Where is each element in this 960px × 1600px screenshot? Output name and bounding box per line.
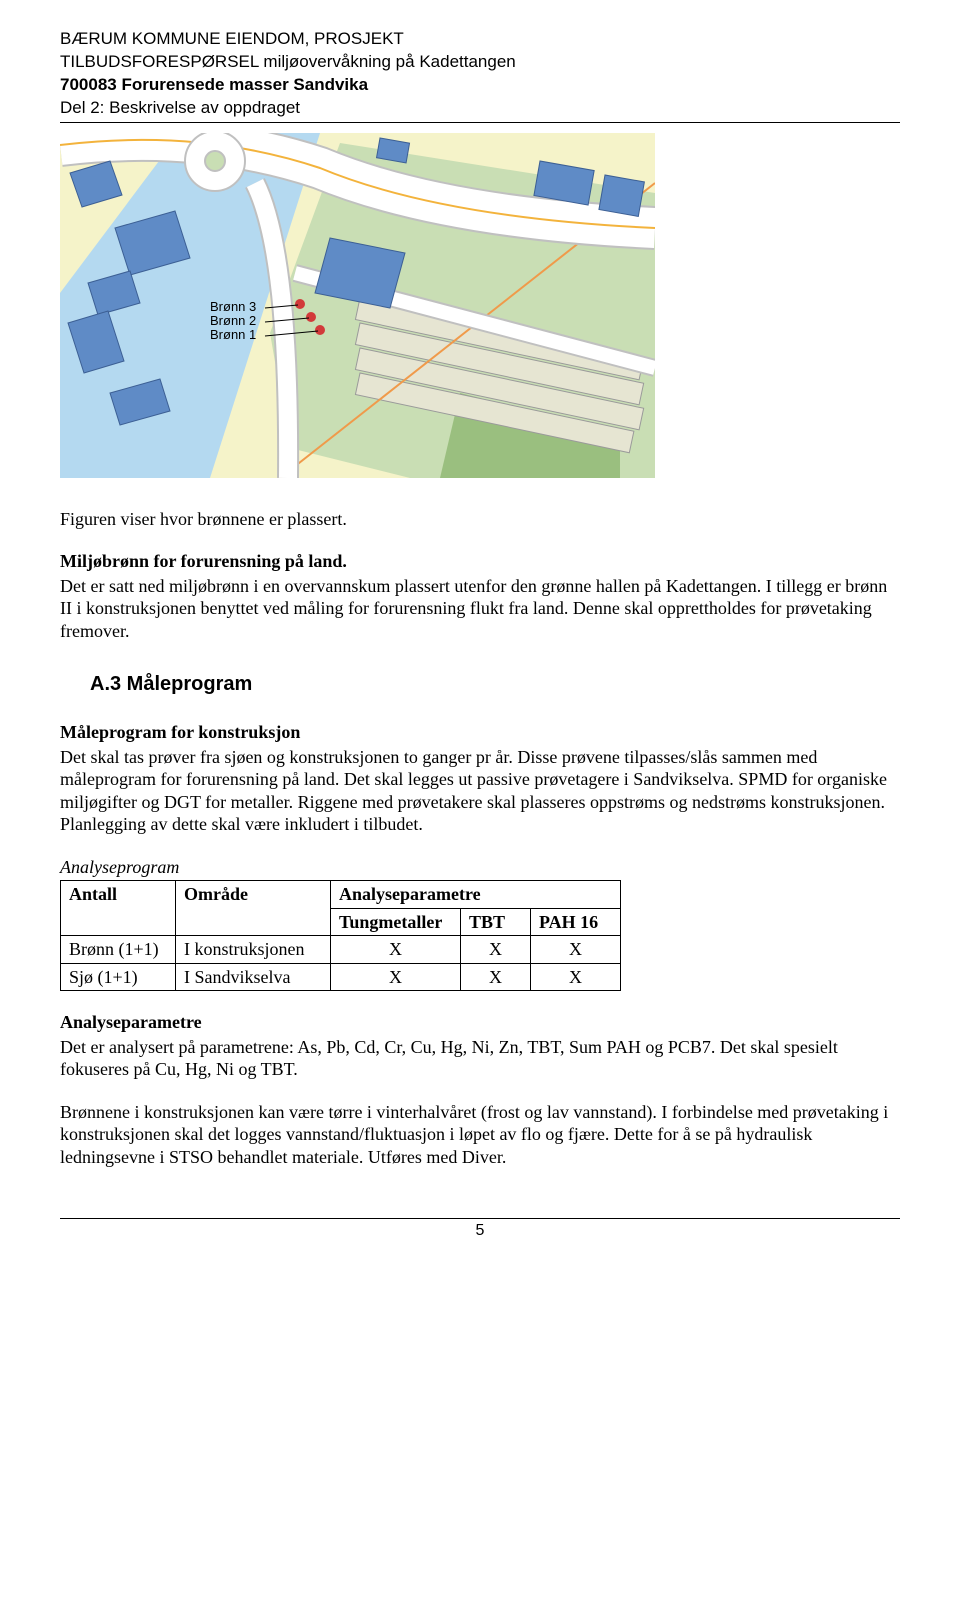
map-label-b2: Brønn 2: [210, 313, 256, 328]
cell: I konstruksjonen: [176, 936, 331, 964]
section3-text-2: Brønnene i konstruksjonen kan være tørre…: [60, 1101, 900, 1169]
section3-text-1: Det er analysert på parametrene: As, Pb,…: [60, 1036, 900, 1081]
header-line-1: BÆRUM KOMMUNE EIENDOM, PROSJEKT: [60, 28, 900, 51]
section2-text: Det skal tas prøver fra sjøen og konstru…: [60, 746, 900, 836]
doc-header: BÆRUM KOMMUNE EIENDOM, PROSJEKT TILBUDSF…: [60, 28, 900, 120]
table-header-row-1: Antall Område Analyseparametre: [61, 881, 621, 909]
cell: I Sandvikselva: [176, 963, 331, 991]
th-omrade: Område: [176, 881, 331, 936]
header-rule: [60, 122, 900, 123]
cell: X: [531, 963, 621, 991]
header-line-4: Del 2: Beskrivelse av oppdraget: [60, 97, 900, 120]
page-number: 5: [60, 1221, 900, 1241]
analyseprogram-label: Analyseprogram: [60, 856, 900, 879]
map-figure: Brønn 3 Brønn 2 Brønn 1: [60, 133, 655, 478]
section1-heading: Miljøbrønn for forurensning på land.: [60, 550, 900, 573]
table-row: Sjø (1+1) I Sandvikselva X X X: [61, 963, 621, 991]
map-label-b3: Brønn 3: [210, 299, 256, 314]
th-tbt: TBT: [461, 908, 531, 936]
th-antall: Antall: [61, 881, 176, 936]
th-pah16: PAH 16: [531, 908, 621, 936]
th-tungmetaller: Tungmetaller: [331, 908, 461, 936]
section2-heading: A.3 Måleprogram: [90, 672, 900, 697]
analyse-table: Antall Område Analyseparametre Tungmetal…: [60, 880, 621, 991]
footer-rule: [60, 1218, 900, 1219]
th-analyseparam: Analyseparametre: [331, 881, 621, 909]
figure-caption: Figuren viser hvor brønnene er plassert.: [60, 508, 900, 531]
table-row: Brønn (1+1) I konstruksjonen X X X: [61, 936, 621, 964]
section3-heading: Analyseparametre: [60, 1011, 900, 1034]
header-line-3: 700083 Forurensede masser Sandvika: [60, 74, 900, 97]
header-line-2: TILBUDSFORESPØRSEL miljøovervåkning på K…: [60, 51, 900, 74]
cell: X: [331, 936, 461, 964]
cell: X: [531, 936, 621, 964]
section1-text: Det er satt ned miljøbrønn i en overvann…: [60, 575, 900, 643]
cell: Sjø (1+1): [61, 963, 176, 991]
section2-subheading: Måleprogram for konstruksjon: [60, 721, 900, 744]
cell: X: [331, 963, 461, 991]
cell: X: [461, 963, 531, 991]
map-label-b1: Brønn 1: [210, 327, 256, 342]
cell: X: [461, 936, 531, 964]
cell: Brønn (1+1): [61, 936, 176, 964]
map-svg: Brønn 3 Brønn 2 Brønn 1: [60, 133, 655, 478]
